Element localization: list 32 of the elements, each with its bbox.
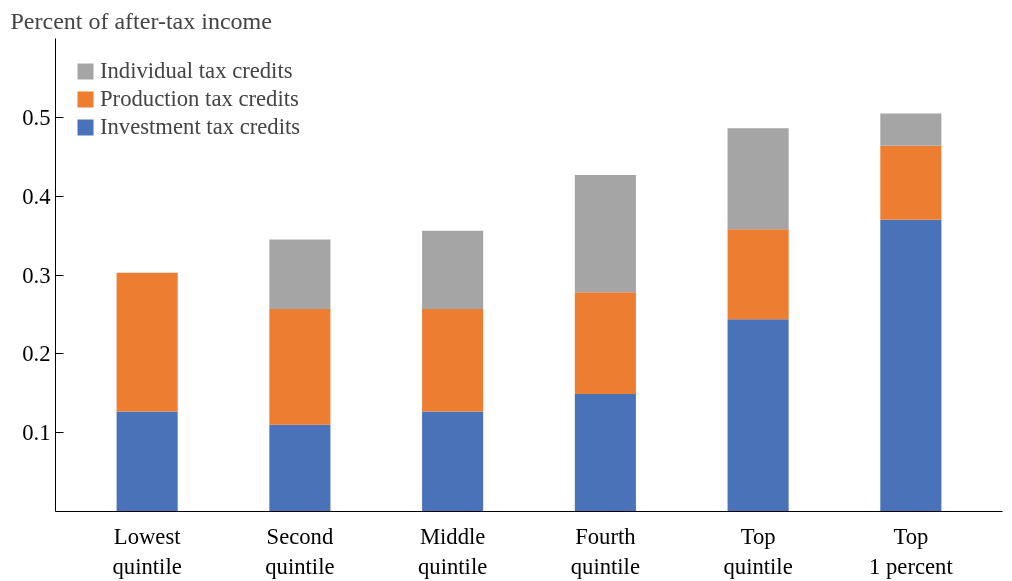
bar <box>574 292 636 395</box>
y-tick-label: 0.1 <box>22 420 51 446</box>
bar <box>880 219 942 512</box>
bar <box>116 411 178 512</box>
bar <box>116 272 178 412</box>
bar <box>422 230 484 309</box>
legend-label: Individual tax credits <box>100 58 293 84</box>
bar <box>422 411 484 512</box>
bar <box>880 145 942 220</box>
y-tick-label: 0.4 <box>22 183 51 209</box>
bar <box>727 128 789 230</box>
x-tick-label: Top quintile <box>723 523 793 579</box>
bar <box>269 239 331 309</box>
bar <box>727 319 789 512</box>
bar <box>727 229 789 320</box>
y-tick-label: 0.5 <box>22 104 51 130</box>
legend-label: Production tax credits <box>100 86 299 112</box>
bar <box>269 308 331 425</box>
x-tick-label: Top 1 percent <box>869 523 954 579</box>
bar <box>269 424 331 512</box>
y-axis-title: Percent of after-tax income <box>10 7 272 34</box>
bar <box>880 113 942 146</box>
bar <box>574 174 636 293</box>
x-tick-label: Middle quintile <box>418 523 488 579</box>
legend-label: Investment tax credits <box>100 114 301 140</box>
x-tick-label: Second quintile <box>265 523 335 579</box>
y-tick-label: 0.2 <box>22 341 51 367</box>
x-tick-label: Lowest quintile <box>112 523 182 579</box>
x-tick-label: Fourth quintile <box>570 523 640 579</box>
bar <box>422 308 484 412</box>
y-tick-label: 0.3 <box>22 262 51 288</box>
bar <box>574 394 636 512</box>
